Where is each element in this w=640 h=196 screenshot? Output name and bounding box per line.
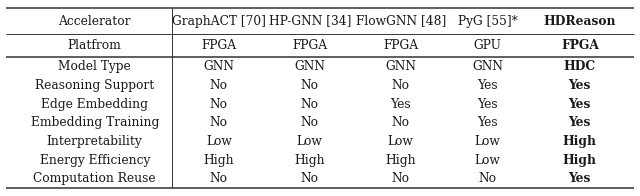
Text: GNN: GNN: [204, 60, 234, 73]
Text: No: No: [479, 172, 497, 185]
Text: No: No: [301, 79, 319, 92]
Text: Model Type: Model Type: [58, 60, 131, 73]
Text: HDReason: HDReason: [543, 15, 616, 28]
Text: FPGA: FPGA: [383, 39, 418, 52]
Text: Computation Reuse: Computation Reuse: [33, 172, 156, 185]
Text: Yes: Yes: [569, 172, 591, 185]
Text: Yes: Yes: [569, 116, 591, 129]
Text: GNN: GNN: [472, 60, 503, 73]
Text: Low: Low: [297, 135, 323, 148]
Text: Low: Low: [475, 154, 500, 167]
Text: Embedding Training: Embedding Training: [31, 116, 159, 129]
Text: No: No: [210, 172, 228, 185]
Text: No: No: [301, 172, 319, 185]
Text: High: High: [294, 154, 325, 167]
Text: No: No: [392, 172, 410, 185]
Text: HP-GNN [34]: HP-GNN [34]: [269, 15, 351, 28]
Text: Reasoning Support: Reasoning Support: [35, 79, 154, 92]
Text: No: No: [210, 116, 228, 129]
Text: Yes: Yes: [569, 79, 591, 92]
Text: Platfrom: Platfrom: [68, 39, 122, 52]
Text: Energy Efficiency: Energy Efficiency: [40, 154, 150, 167]
Text: No: No: [392, 116, 410, 129]
Text: High: High: [563, 154, 597, 167]
Text: No: No: [392, 79, 410, 92]
Text: Interpretability: Interpretability: [47, 135, 143, 148]
Text: Yes: Yes: [569, 98, 591, 111]
Text: Accelerator: Accelerator: [58, 15, 131, 28]
Text: FPGA: FPGA: [561, 39, 599, 52]
Text: Yes: Yes: [477, 79, 498, 92]
Text: FlowGNN [48]: FlowGNN [48]: [355, 15, 446, 28]
Text: HDC: HDC: [564, 60, 596, 73]
Text: GNN: GNN: [294, 60, 325, 73]
Text: FPGA: FPGA: [202, 39, 236, 52]
Text: No: No: [210, 79, 228, 92]
Text: Yes: Yes: [477, 98, 498, 111]
Text: High: High: [204, 154, 234, 167]
Text: No: No: [210, 98, 228, 111]
Text: Yes: Yes: [390, 98, 411, 111]
Text: No: No: [301, 98, 319, 111]
Text: Low: Low: [475, 135, 500, 148]
Text: FPGA: FPGA: [292, 39, 327, 52]
Text: No: No: [301, 116, 319, 129]
Text: Low: Low: [388, 135, 413, 148]
Text: GraphACT [70]: GraphACT [70]: [172, 15, 266, 28]
Text: GNN: GNN: [385, 60, 416, 73]
Text: Yes: Yes: [477, 116, 498, 129]
Text: High: High: [563, 135, 597, 148]
Text: PyG [55]*: PyG [55]*: [458, 15, 518, 28]
Text: Edge Embedding: Edge Embedding: [41, 98, 148, 111]
Text: High: High: [385, 154, 416, 167]
Text: Low: Low: [206, 135, 232, 148]
Text: GPU: GPU: [474, 39, 502, 52]
